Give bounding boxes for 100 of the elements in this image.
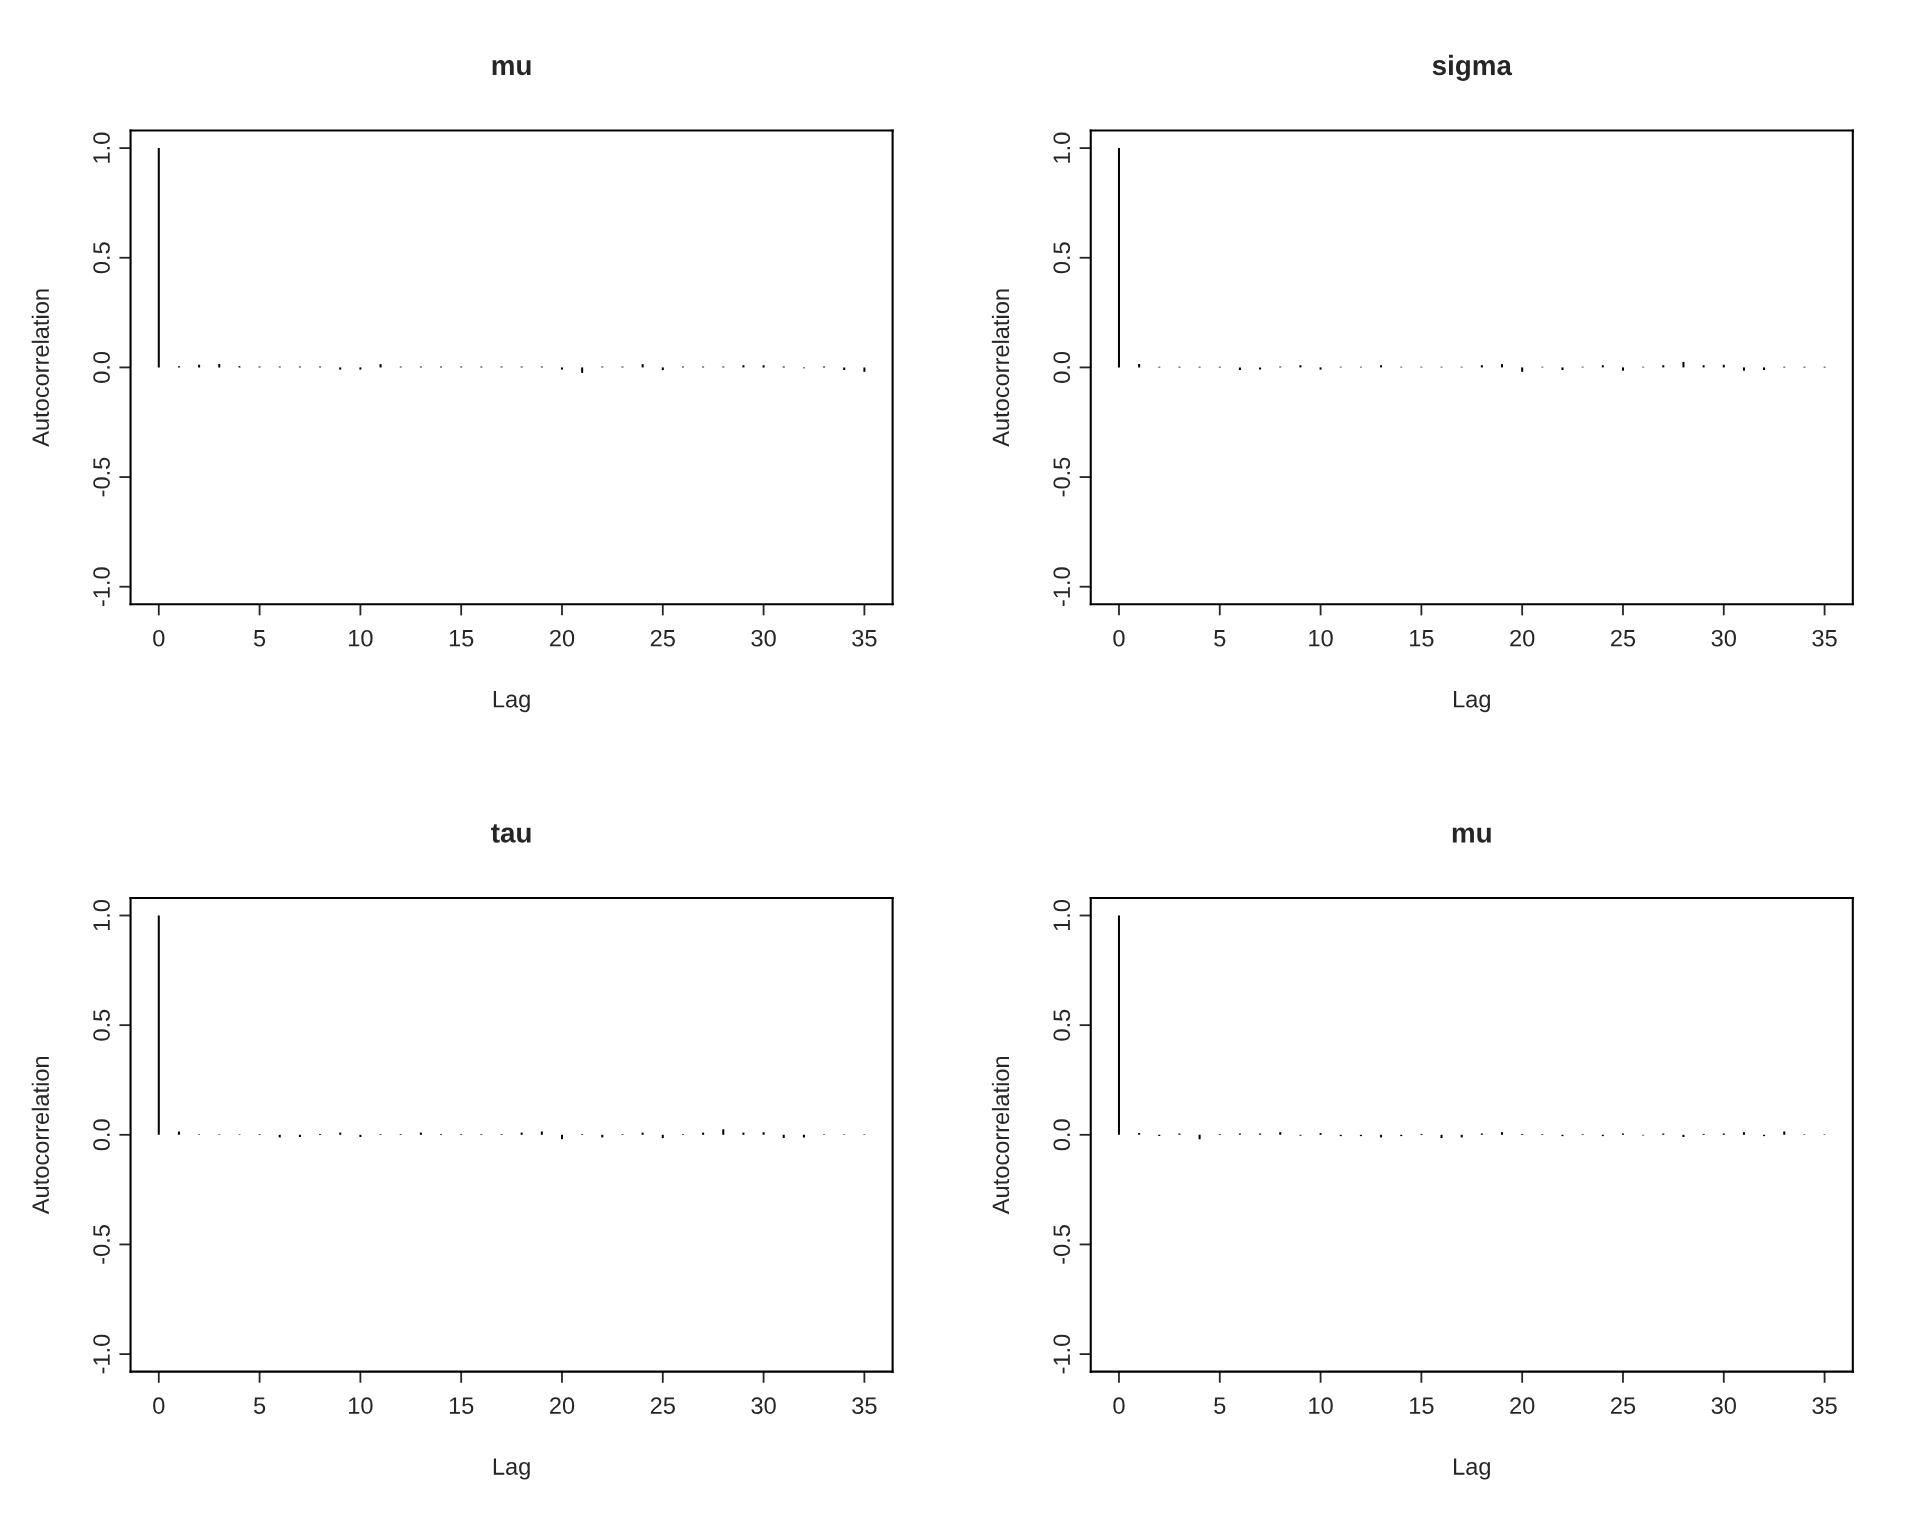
bar <box>1763 367 1766 371</box>
chart-title: mu <box>1452 827 1491 843</box>
bar <box>762 365 765 368</box>
x-tick-label: 25 <box>650 629 675 647</box>
bar <box>641 1132 644 1135</box>
x-tick-label: 35 <box>1812 1397 1837 1414</box>
bar <box>419 1132 422 1135</box>
y-tick-label: -0.5 <box>93 457 110 497</box>
x-tick-label: 30 <box>1711 1397 1736 1414</box>
bar <box>1480 365 1483 368</box>
x-tick-label: 5 <box>1214 630 1226 647</box>
bar <box>1117 148 1120 368</box>
x-axis-title: Lag <box>1454 691 1490 713</box>
y-tick-label: -1.0 <box>93 1334 110 1374</box>
bar <box>1601 365 1604 368</box>
y-tick-label: -1.0 <box>1053 567 1071 607</box>
bar <box>560 367 563 370</box>
bar <box>843 367 846 371</box>
x-tick-label: 15 <box>1410 1397 1434 1414</box>
x-tick-label: 30 <box>751 1397 776 1414</box>
chart-title: tau <box>491 824 531 843</box>
bar <box>339 367 342 370</box>
bar <box>1238 367 1241 371</box>
y-tick-label: -1.0 <box>93 567 110 607</box>
bar <box>1702 365 1705 368</box>
bar <box>1682 361 1685 368</box>
bar <box>339 1132 342 1135</box>
bar <box>863 367 866 372</box>
bar <box>1380 365 1383 368</box>
bar <box>1561 367 1564 371</box>
bar <box>742 365 745 368</box>
y-tick-label: 0.5 <box>1053 242 1071 274</box>
bar <box>298 1134 301 1137</box>
bar <box>1742 1132 1745 1135</box>
bar <box>359 367 362 370</box>
x-tick-label: 10 <box>1309 629 1333 647</box>
bar <box>157 148 160 368</box>
x-tick-label: 15 <box>1410 630 1434 647</box>
x-tick-label: 10 <box>349 629 373 647</box>
bar <box>661 367 664 371</box>
x-tick-label: 25 <box>1611 1397 1636 1414</box>
x-tick-label: 30 <box>751 629 776 647</box>
bar <box>1319 367 1322 370</box>
x-axis-title: Lag <box>493 1458 530 1480</box>
y-tick-label: 1.0 <box>1053 132 1071 163</box>
bar <box>742 1132 745 1135</box>
x-tick-label: 20 <box>550 629 575 647</box>
bar <box>359 1134 362 1137</box>
bar <box>1742 367 1745 371</box>
y-tick-label: 1.0 <box>93 132 110 163</box>
x-tick-label: 0 <box>1113 1397 1125 1414</box>
y-tick-label: 0.0 <box>93 1119 110 1151</box>
bar <box>1279 1132 1282 1135</box>
bar <box>762 1132 765 1135</box>
x-tick-label: 5 <box>253 1397 266 1414</box>
x-tick-label: 20 <box>1510 629 1535 647</box>
x-tick-label: 30 <box>1711 629 1736 647</box>
x-tick-label: 10 <box>349 1397 373 1414</box>
x-axis-title: Lag <box>1454 1458 1490 1480</box>
bar <box>702 1132 705 1135</box>
x-tick-label: 5 <box>1214 1397 1226 1414</box>
bar <box>1259 367 1262 370</box>
y-axis-title: Autocorrelation <box>31 1056 50 1215</box>
x-axis-title: Lag <box>493 691 530 713</box>
x-tick-label: 0 <box>1113 629 1125 647</box>
x-tick-label: 10 <box>1309 1397 1333 1414</box>
y-axis-title: Autocorrelation <box>991 289 1010 447</box>
y-tick-label: -0.5 <box>1053 457 1071 497</box>
x-tick-label: 15 <box>449 630 474 647</box>
y-tick-label: 0.0 <box>1053 1119 1071 1151</box>
bar <box>1662 365 1665 368</box>
bar <box>1682 1134 1685 1137</box>
x-tick-label: 20 <box>550 1397 575 1414</box>
x-tick-label: 15 <box>449 1397 474 1414</box>
chart-title: sigma <box>1432 54 1513 81</box>
y-tick-label: -0.5 <box>1053 1225 1071 1264</box>
chart-title: mu <box>492 60 531 76</box>
bar <box>520 1132 523 1135</box>
y-tick-label: 1.0 <box>1053 900 1071 931</box>
y-tick-label: 0.0 <box>1053 351 1071 383</box>
bar <box>1521 367 1524 372</box>
bar <box>1621 367 1624 371</box>
x-tick-label: 35 <box>1812 629 1837 647</box>
bar <box>722 1129 725 1135</box>
x-tick-label: 0 <box>153 629 165 647</box>
y-tick-label: -1.0 <box>1053 1334 1071 1374</box>
bar <box>1501 1132 1504 1135</box>
bar <box>1299 365 1302 368</box>
y-tick-label: 1.0 <box>93 900 110 931</box>
x-tick-label: 25 <box>1611 629 1636 647</box>
x-tick-label: 25 <box>650 1397 675 1414</box>
bar <box>1117 915 1120 1135</box>
y-tick-label: 0.5 <box>1053 1009 1071 1041</box>
x-tick-label: 0 <box>153 1397 165 1414</box>
y-tick-label: 0.5 <box>93 1009 110 1041</box>
y-tick-label: -0.5 <box>93 1225 110 1264</box>
y-tick-label: 0.0 <box>93 351 110 383</box>
x-tick-label: 35 <box>852 1397 877 1414</box>
x-tick-label: 35 <box>852 629 877 647</box>
bar <box>581 367 584 373</box>
